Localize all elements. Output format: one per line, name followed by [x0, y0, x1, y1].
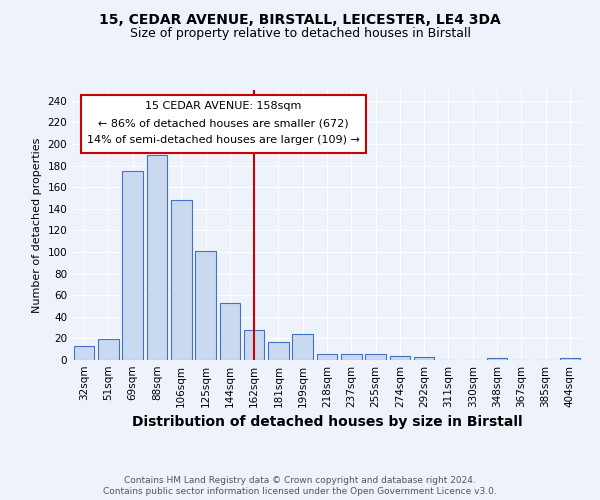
Bar — [74, 346, 94, 360]
Text: 14% of semi-detached houses are larger (109) →: 14% of semi-detached houses are larger (… — [87, 135, 360, 145]
Bar — [122, 171, 143, 360]
Y-axis label: Number of detached properties: Number of detached properties — [32, 138, 42, 312]
Bar — [244, 330, 265, 360]
Bar — [341, 354, 362, 360]
Bar — [98, 340, 119, 360]
Bar — [389, 356, 410, 360]
Bar — [220, 303, 240, 360]
Bar — [195, 251, 216, 360]
Bar — [268, 342, 289, 360]
Bar — [487, 358, 508, 360]
Text: 15, CEDAR AVENUE, BIRSTALL, LEICESTER, LE4 3DA: 15, CEDAR AVENUE, BIRSTALL, LEICESTER, L… — [99, 12, 501, 26]
X-axis label: Distribution of detached houses by size in Birstall: Distribution of detached houses by size … — [131, 416, 523, 430]
Text: Contains public sector information licensed under the Open Government Licence v3: Contains public sector information licen… — [103, 488, 497, 496]
Text: 15 CEDAR AVENUE: 158sqm: 15 CEDAR AVENUE: 158sqm — [145, 101, 302, 111]
Text: Contains HM Land Registry data © Crown copyright and database right 2024.: Contains HM Land Registry data © Crown c… — [124, 476, 476, 485]
Bar — [365, 354, 386, 360]
Bar — [317, 354, 337, 360]
Text: ← 86% of detached houses are smaller (672): ← 86% of detached houses are smaller (67… — [98, 118, 349, 128]
Bar — [414, 357, 434, 360]
Text: Size of property relative to detached houses in Birstall: Size of property relative to detached ho… — [130, 28, 470, 40]
Bar — [560, 358, 580, 360]
Bar — [146, 155, 167, 360]
Bar — [292, 334, 313, 360]
Bar — [171, 200, 191, 360]
